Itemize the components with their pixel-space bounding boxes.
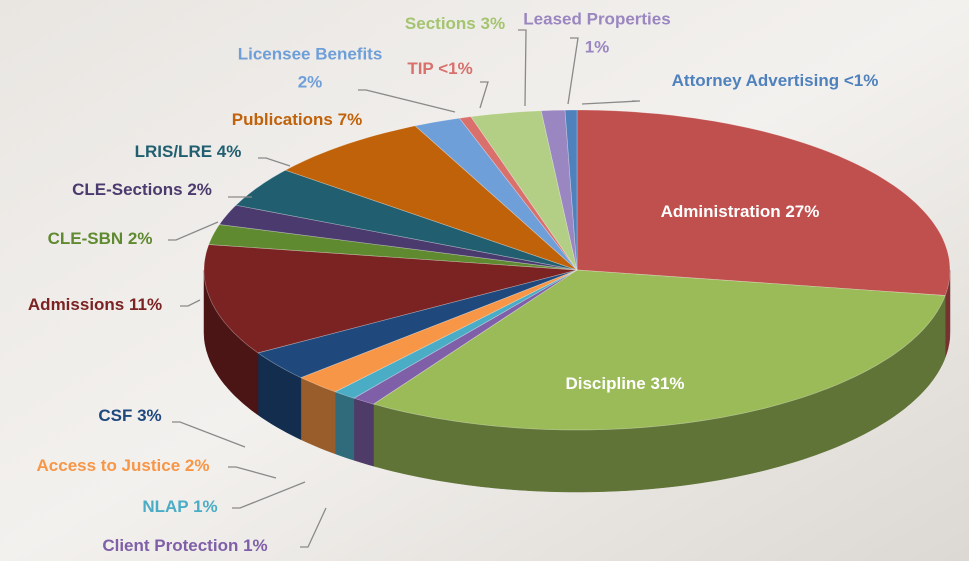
slice-value-label: 1% [193,497,218,516]
slice-value-label: <1% [438,59,473,78]
slice-label: Discipline 31% [565,374,684,393]
slice-side [334,391,355,461]
slice [257,269,578,378]
slice-value-label: 2% [187,180,212,199]
slice-name: Attorney Advertising [672,71,840,90]
slice-value-label: 31% [651,374,685,393]
slice-label: Access to Justice 2% [37,456,210,475]
slice [235,169,578,271]
leader-line [518,29,527,107]
slice-side [353,397,374,467]
slice-label: CLE-Sections 2% [72,180,212,199]
leader-line [172,421,246,448]
slice-value-label: 4% [217,142,242,161]
slice-name: CSF [98,406,132,425]
slice-label: Publications 7% [232,110,362,129]
slice-name: Discipline [565,374,645,393]
slice-value-label: 3% [481,14,506,33]
slice-value-label: 2% [298,72,323,91]
slice-value-label: 1% [243,536,268,555]
leader-line [358,89,456,113]
leader-line [168,221,219,241]
slice [470,110,578,271]
leader-line [567,37,579,105]
slice-label: CSF 3% [98,406,161,425]
leader-line [479,81,489,109]
slice-label: Licensee Benefits [238,44,383,63]
slice [576,109,951,296]
leader-line [228,466,277,479]
slice-name: TIP [407,59,433,78]
leader-line [232,481,306,509]
slice-name: Admissions [28,295,124,314]
slice-value-label: 2% [128,229,153,248]
slice-label: LRIS/LRE 4% [135,142,242,161]
slice-label: Attorney Advertising <1% [672,71,879,90]
leader-line [300,507,327,548]
slice [284,125,578,271]
slice-name: CLE-Sections [72,180,183,199]
slice-name: LRIS/LRE [135,142,212,161]
slice-name: NLAP [142,497,188,516]
slice-value-label: 2% [185,456,210,475]
slice-value-label: 3% [137,406,162,425]
slice-value-label: 27% [785,202,819,221]
slice-label: TIP <1% [407,59,472,78]
slice [414,117,578,271]
leader-line [258,157,291,167]
slice-name: Administration [661,202,781,221]
slice-label: Administration 27% [661,202,820,221]
slice [208,224,578,271]
slice-value-label: <1% [844,71,879,90]
slice [372,269,946,431]
leader-line [581,100,641,105]
slice-label: Client Protection 1% [102,536,267,555]
slice-name: CLE-SBN [48,229,124,248]
slice [218,204,578,271]
slice [203,244,578,354]
slice-label: Leased Properties [523,9,670,28]
slice-label: CLE-SBN 2% [48,229,153,248]
slice-name: Client Protection [102,536,238,555]
slice-name: Sections [405,14,476,33]
slice-value-label: 7% [338,110,363,129]
slice-label: Sections 3% [405,14,505,33]
slice-name: Access to Justice [37,456,181,475]
slice-value-label: 1% [585,37,610,56]
slice [300,269,578,393]
slice [564,109,578,271]
slice-label: Admissions 11% [28,295,162,314]
leader-line [180,299,201,307]
slice-label: NLAP 1% [142,497,217,516]
slice-value-label: 11% [129,295,162,314]
slice-name: Publications [232,110,333,129]
